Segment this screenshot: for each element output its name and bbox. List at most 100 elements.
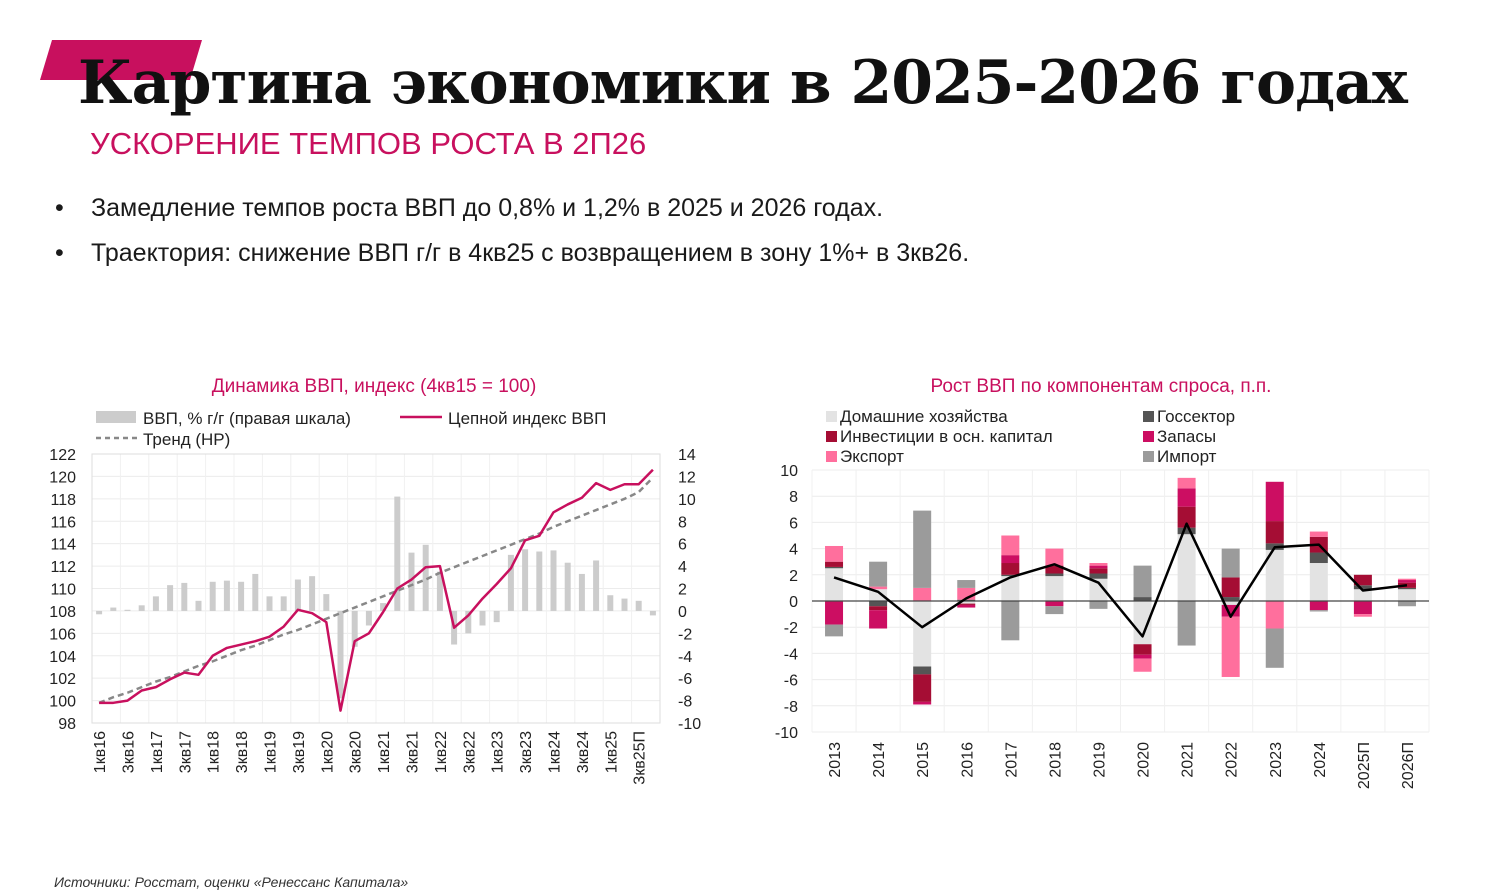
x-axis-tick-label: 2023 xyxy=(1268,742,1285,778)
x-axis-tick-label: 2025П xyxy=(1356,742,1373,789)
right-axis-tick-label: 14 xyxy=(678,447,696,464)
stacked-bar-segment xyxy=(1265,521,1284,544)
stacked-bar-segment xyxy=(1001,555,1020,564)
stacked-bar-segment xyxy=(1001,574,1020,577)
gdp-yoy-bar xyxy=(436,571,443,611)
stacked-bar-segment xyxy=(1397,589,1416,601)
left-axis-tick-label: 116 xyxy=(50,514,76,531)
stacked-bar-segment xyxy=(1353,574,1372,586)
stacked-bar-segment xyxy=(869,606,888,611)
stacked-bar-segment xyxy=(1089,563,1108,566)
source-note: Источники: Росстат, оценки «Ренессанс Ка… xyxy=(54,874,409,890)
chart-title: Рост ВВП по компонентам спроса, п.п. xyxy=(931,376,1272,397)
stacked-bar-segment xyxy=(1221,616,1240,677)
right-axis-tick-label: -8 xyxy=(678,694,692,711)
stacked-bar-segment xyxy=(1089,568,1108,574)
stacked-bar-segment xyxy=(1309,610,1328,612)
x-axis-tick-label: 2016 xyxy=(959,742,976,778)
gdp-yoy-bar xyxy=(550,550,557,611)
gdp-yoy-bar xyxy=(96,610,103,615)
left-axis-tick-label: 106 xyxy=(49,626,76,643)
gdp-yoy-bar xyxy=(351,610,358,647)
plot-frame xyxy=(91,453,661,724)
stacked-bar-segment xyxy=(913,510,932,588)
legend-label: Импорт xyxy=(1157,447,1217,466)
gdp-yoy-bar xyxy=(323,594,330,611)
gdp-yoy-bar xyxy=(365,610,372,626)
x-axis-tick-label: 1кв19 xyxy=(263,731,280,773)
stacked-bar-segment xyxy=(1177,534,1196,601)
left-axis-tick-label: 102 xyxy=(49,671,76,688)
gdp-yoy-bar xyxy=(110,607,117,611)
legend-swatch xyxy=(826,411,837,422)
legend-swatch xyxy=(1143,451,1154,462)
chart-title: Динамика ВВП, индекс (4кв15 = 100) xyxy=(212,376,537,397)
stacked-bar-segment xyxy=(1001,535,1020,556)
stacked-bar-segment xyxy=(825,624,844,637)
y-axis-tick-label: 2 xyxy=(789,568,798,585)
stacked-bar-segment xyxy=(1353,589,1372,601)
bullet-dot-icon: • xyxy=(55,239,64,267)
total-growth-line xyxy=(833,522,1408,638)
x-axis-tick-label: 2018 xyxy=(1047,742,1064,778)
x-axis-tick-label: 3кв18 xyxy=(234,731,251,773)
x-axis-tick-label: 2014 xyxy=(871,742,888,778)
x-axis-tick-label: 3кв21 xyxy=(405,731,422,773)
bullet-text: Траектория: снижение ВВП г/г в 4кв25 с в… xyxy=(91,239,970,267)
x-axis-tick-label: 3кв20 xyxy=(348,731,365,773)
stacked-bar-segment xyxy=(1177,506,1196,528)
chain-index-line xyxy=(99,468,654,712)
y-axis-tick-label: 10 xyxy=(780,463,798,480)
bullet-list: • Замедление темпов роста ВВП до 0,8% и 1… xyxy=(55,186,969,276)
stacked-bar-segment xyxy=(1045,573,1064,577)
legend-label-bars: ВВП, % г/г (правая шкала) xyxy=(143,409,351,428)
left-axis-tick-label: 100 xyxy=(49,694,76,711)
gdp-yoy-bar xyxy=(266,596,273,611)
x-axis-tick-label: 2021 xyxy=(1180,742,1197,778)
gdp-yoy-bar xyxy=(479,610,486,626)
stacked-bar-segment xyxy=(869,561,888,587)
x-axis-tick-label: 2024 xyxy=(1312,742,1329,778)
stacked-bar-segment xyxy=(1309,552,1328,564)
x-axis-tick-label: 3кв17 xyxy=(177,731,194,773)
gdp-yoy-bar xyxy=(167,585,174,611)
bullet-item: • Замедление темпов роста ВВП до 0,8% и 1… xyxy=(55,186,969,231)
stacked-bar-segment xyxy=(1265,549,1284,601)
stacked-bar-segment xyxy=(869,586,888,590)
x-axis-tick-label: 1кв25 xyxy=(603,731,620,773)
x-axis-tick-label: 1кв20 xyxy=(319,731,336,773)
gdp-yoy-bar xyxy=(309,576,316,611)
stacked-bar-segment xyxy=(1133,654,1152,659)
stacked-bar-segment xyxy=(1309,601,1328,611)
stacked-bar-segment xyxy=(1001,563,1020,575)
gdp-yoy-bar xyxy=(280,596,287,611)
x-axis-tick-label: 2015 xyxy=(915,742,932,778)
x-axis-tick-label: 2019 xyxy=(1091,742,1108,778)
stacked-bar-segment xyxy=(1397,601,1416,607)
stacked-bar-segment xyxy=(1221,601,1240,605)
stacked-bar-segment xyxy=(825,566,844,569)
gdp-yoy-bar xyxy=(607,595,614,611)
stacked-bar-segment xyxy=(913,666,932,675)
legend-swatch xyxy=(826,431,837,442)
stacked-bar-segment xyxy=(825,601,844,625)
left-axis-tick-label: 114 xyxy=(50,537,76,554)
stacked-bar-segment xyxy=(1397,582,1416,588)
bullet-item: • Траектория: снижение ВВП г/г в 4кв25 с … xyxy=(55,231,969,276)
x-axis-tick-label: 1кв21 xyxy=(376,731,393,773)
gdp-yoy-bar xyxy=(578,573,585,611)
x-axis-tick-label: 2017 xyxy=(1003,742,1020,778)
legend-label-trend: Тренд (HP) xyxy=(143,430,230,449)
x-axis-tick-label: 3кв16 xyxy=(121,731,138,773)
gdp-yoy-bar xyxy=(380,603,387,611)
gdp-yoy-bar xyxy=(181,582,188,611)
gdp-yoy-bar xyxy=(465,610,472,634)
legend-label: Домашние хозяйства xyxy=(840,407,1008,426)
stacked-bar-segment xyxy=(1265,481,1284,522)
page-subtitle: УСКОРЕНИЕ ТЕМПОВ РОСТА В 2П26 xyxy=(90,126,647,161)
stacked-bar-segment xyxy=(1353,614,1372,617)
stacked-bar-segment xyxy=(957,604,976,608)
stacked-bar-segment xyxy=(869,601,888,607)
right-axis-tick-label: 12 xyxy=(678,469,696,486)
y-axis-tick-label: 8 xyxy=(789,489,798,506)
